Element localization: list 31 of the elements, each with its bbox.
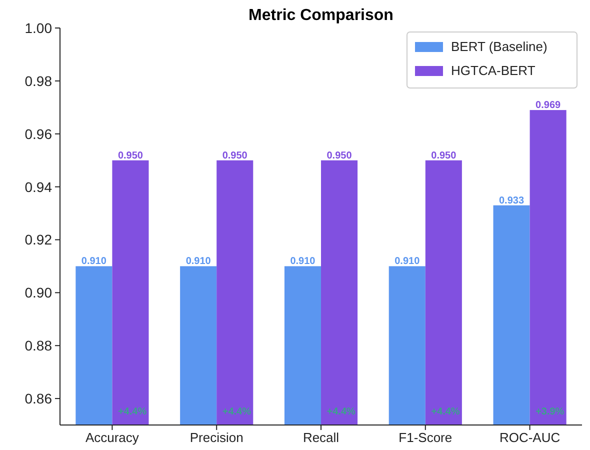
legend-label: HGTCA-BERT	[451, 63, 536, 78]
data-label: 0.950	[222, 150, 248, 162]
y-tick-label: 0.92	[24, 232, 52, 248]
y-tick-label: 0.90	[24, 284, 52, 301]
y-tick-label: 0.86	[24, 390, 52, 407]
y-tick-label: 0.88	[24, 338, 52, 354]
y-tick-label: 1.00	[24, 20, 52, 36]
x-tick-label: Accuracy	[85, 430, 140, 445]
data-label: 0.910	[81, 256, 107, 268]
y-tick-label: 0.98	[24, 72, 52, 89]
annotation: +4.4%	[118, 406, 147, 418]
annotation: +4.4%	[326, 406, 356, 418]
data-label: 0.933	[499, 195, 524, 206]
data-label: 0.950	[118, 150, 144, 162]
data-label: 0.910	[186, 256, 212, 268]
data-label: 0.910	[290, 256, 316, 268]
annotation: +3.9%	[536, 406, 564, 418]
x-tick-label: F1-Score	[398, 430, 452, 445]
x-tick-label: Precision	[190, 430, 244, 445]
x-tick-label: ROC-AUC	[499, 430, 560, 445]
data-label: 0.950	[326, 150, 352, 162]
data-label: 0.950	[431, 150, 457, 162]
chart-title: Metric Comparison	[248, 7, 394, 24]
data-label: 0.969	[536, 100, 562, 112]
data-label: 0.910	[394, 256, 420, 268]
annotation: +4.4%	[222, 406, 252, 418]
legend-label: BERT (Baseline)	[451, 39, 548, 54]
y-tick-label: 0.94	[24, 178, 52, 195]
x-tick-label: Recall	[302, 430, 340, 445]
y-tick-label: 0.96	[24, 126, 52, 142]
annotation: +4.4%	[431, 406, 460, 418]
